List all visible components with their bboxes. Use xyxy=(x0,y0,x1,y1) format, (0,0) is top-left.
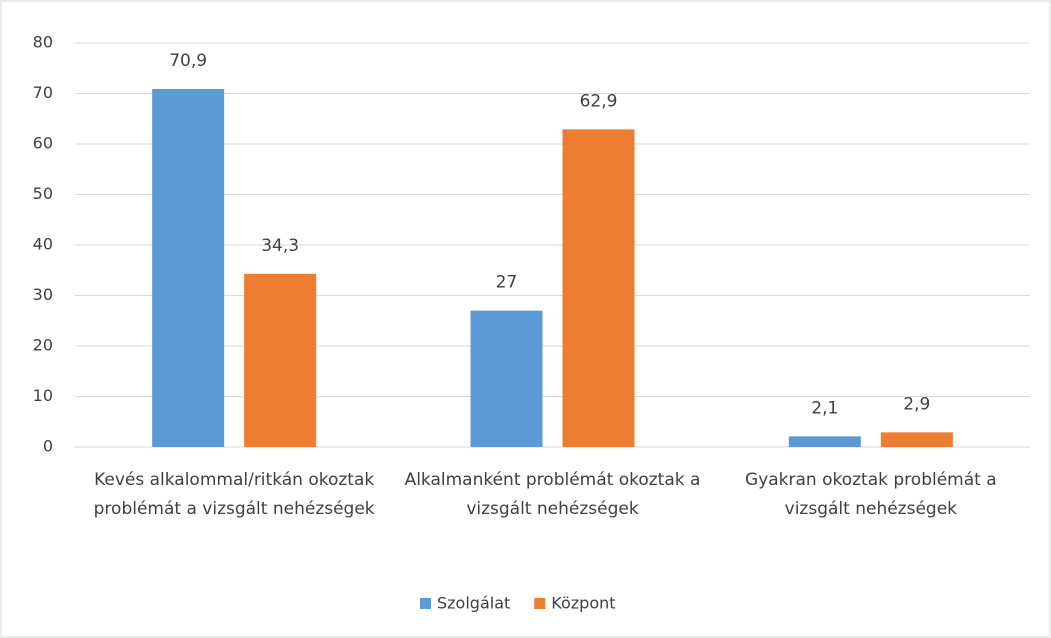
bar xyxy=(562,129,635,448)
data-label: 2,9 xyxy=(903,394,930,414)
y-tick-label: 0 xyxy=(43,437,53,456)
y-tick-label: 60 xyxy=(33,134,53,153)
legend-label: Szolgálat xyxy=(437,594,510,613)
data-label: 27 xyxy=(496,273,518,293)
legend-swatch xyxy=(534,598,546,609)
data-label: 62,9 xyxy=(580,91,618,111)
bar xyxy=(880,432,953,447)
y-tick-label: 50 xyxy=(33,184,53,203)
bar xyxy=(788,436,861,447)
data-label: 70,9 xyxy=(169,51,207,71)
y-tick-label: 30 xyxy=(33,285,53,304)
x-tick-label: Gyakran okoztak problémát a vizsgált neh… xyxy=(745,470,997,519)
legend-swatch xyxy=(420,598,431,609)
data-label: 34,3 xyxy=(261,236,299,256)
bar xyxy=(244,273,317,447)
y-tick-label: 40 xyxy=(33,235,53,254)
y-tick-label: 80 xyxy=(33,33,53,52)
x-tick-label: Alkalmanként problémát okoztak a vizsgál… xyxy=(404,470,701,519)
y-tick-label: 10 xyxy=(33,386,53,405)
y-tick-label: 20 xyxy=(33,336,53,355)
bar xyxy=(152,88,225,447)
data-label: 2,1 xyxy=(811,398,838,418)
legend-label: Központ xyxy=(551,594,615,613)
bar xyxy=(470,310,543,447)
x-tick-label: Kevés alkalommal/ritkán okoztak problémá… xyxy=(93,470,375,519)
y-tick-label: 70 xyxy=(33,83,53,102)
